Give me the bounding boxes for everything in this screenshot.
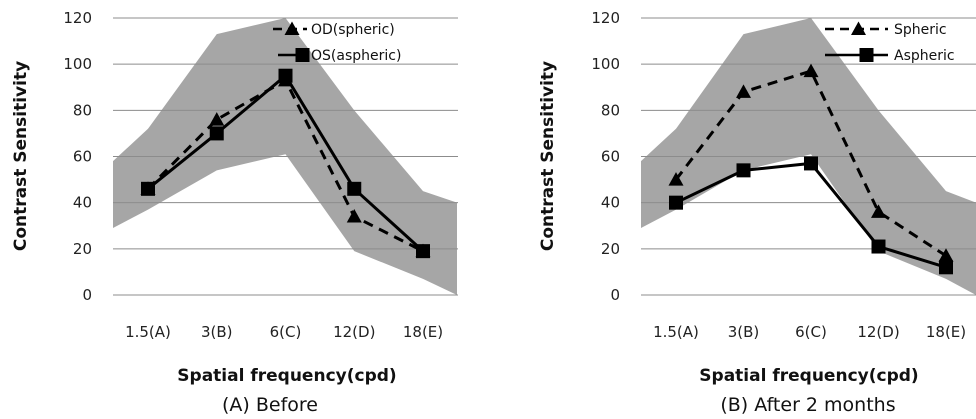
- legend-label: Aspheric: [894, 48, 955, 64]
- series-2: [669, 156, 953, 275]
- y-tick-label: 60: [601, 148, 620, 166]
- data-point: [209, 126, 224, 141]
- normal-range-band: [641, 18, 976, 295]
- x-tick-label: 18(E): [403, 323, 443, 341]
- series-1: [668, 63, 954, 262]
- y-tick-label: 100: [63, 55, 92, 73]
- y-tick-label: 40: [73, 194, 92, 212]
- legend: OD(spheric) OS(aspheric): [273, 21, 401, 64]
- x-tick-label: 18(E): [926, 323, 966, 341]
- x-tick-label: 1.5(A): [125, 323, 171, 341]
- data-point: [347, 181, 362, 196]
- data-point: [871, 239, 886, 254]
- y-axis-label: Contrast Sensitivity: [538, 61, 558, 251]
- x-tick-label: 6(C): [795, 323, 827, 341]
- y-tick-label: 20: [601, 240, 620, 258]
- y-tick-label: 60: [73, 148, 92, 166]
- x-tick-label: 3(B): [201, 323, 233, 341]
- series-line: [674, 69, 947, 258]
- x-tick-label: 1.5(A): [653, 323, 699, 341]
- legend-marker: [859, 48, 874, 62]
- data-point: [278, 68, 293, 83]
- legend-marker: [295, 48, 310, 62]
- y-tick-label: 80: [73, 101, 92, 119]
- legend-label: Spheric: [894, 22, 947, 38]
- legend-marker: [851, 21, 866, 35]
- data-point: [668, 172, 684, 186]
- y-tick-label: 120: [591, 9, 620, 27]
- y-tick-label: 100: [591, 55, 620, 73]
- x-axis-label: Spatial frequency(cpd): [177, 366, 396, 386]
- legend: Spheric Aspheric: [825, 21, 955, 64]
- data-point: [803, 63, 819, 78]
- y-tick-label: 0: [610, 286, 620, 304]
- chart-panel-2: 0 20 40 60 80 100 120 1.5(A) 3(B) 6(C) 12(D) 18(E) S…: [538, 9, 976, 416]
- data-point: [209, 112, 225, 126]
- series-2: [141, 68, 430, 259]
- data-point: [871, 204, 886, 218]
- chart-caption: (B) After 2 months: [720, 394, 895, 416]
- x-tick-label: 12(D): [857, 323, 899, 341]
- y-tick-label: 20: [73, 240, 92, 258]
- data-point: [736, 163, 751, 178]
- x-tick-label: 12(D): [333, 323, 375, 341]
- data-point: [346, 209, 362, 223]
- data-point: [669, 195, 683, 210]
- data-point: [804, 156, 818, 171]
- y-tick-label: 120: [63, 9, 92, 27]
- data-point: [939, 260, 953, 275]
- y-tick-label: 80: [601, 101, 620, 119]
- legend-label: OS(aspheric): [311, 48, 401, 64]
- x-axis-label: Spatial frequency(cpd): [699, 366, 918, 386]
- x-tick-label: 6(C): [270, 323, 302, 341]
- data-point: [736, 84, 751, 98]
- chart-caption: (A) Before: [222, 394, 318, 416]
- chart-panel-1: 0 20 40 60 80 100 120 1.5(A) 3(B) 6(C) 12(D) 18(E) S…: [11, 9, 458, 416]
- y-tick-label: 40: [601, 194, 620, 212]
- y-axis-label: Contrast Sensitivity: [11, 61, 31, 251]
- y-tick-label: 0: [82, 286, 92, 304]
- x-tick-label: 3(B): [728, 323, 760, 341]
- data-point: [416, 244, 430, 259]
- data-point: [141, 181, 155, 196]
- data-point: [938, 248, 954, 262]
- legend-label: OD(spheric): [311, 22, 395, 38]
- legend-marker: [284, 21, 300, 35]
